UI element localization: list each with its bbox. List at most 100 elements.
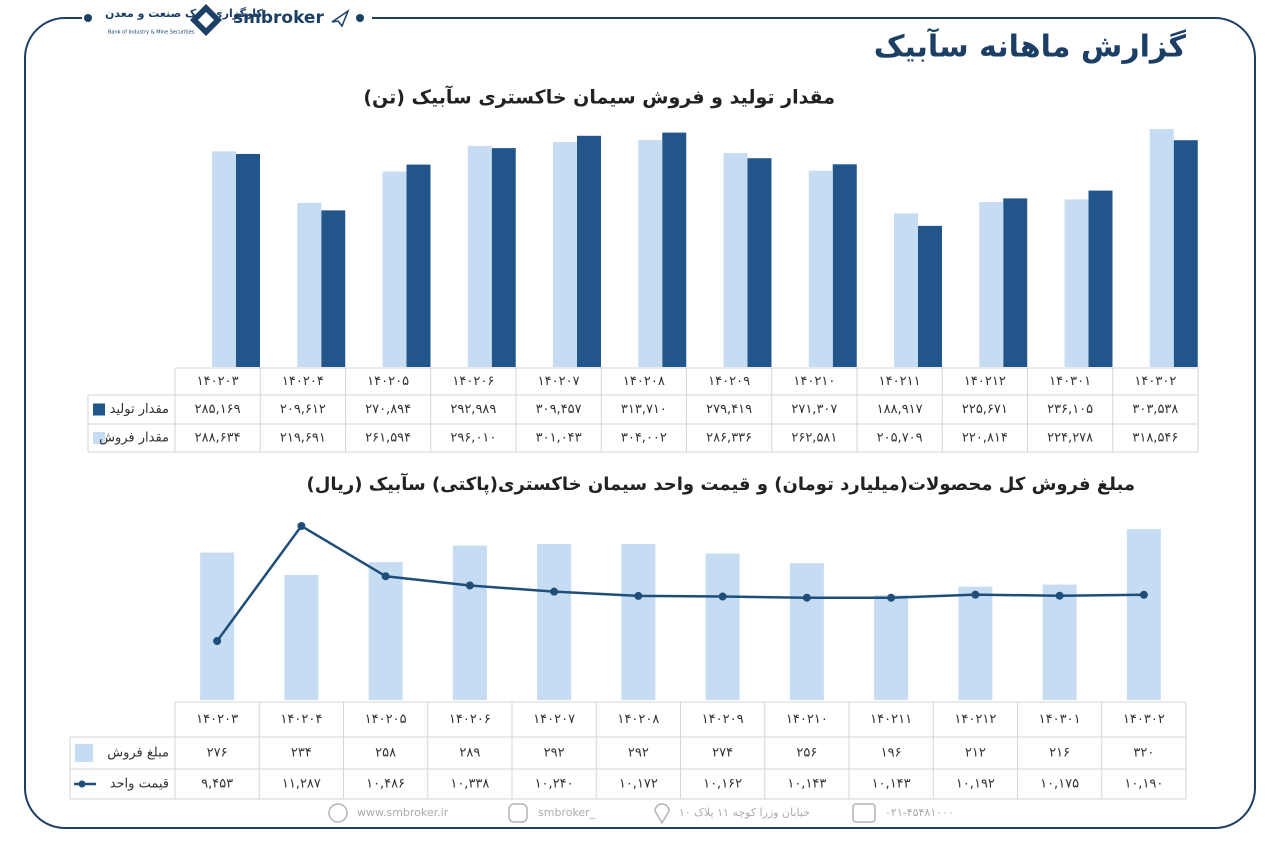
bar <box>1173 140 1198 367</box>
legend-swatch <box>75 744 93 762</box>
bar <box>491 148 516 367</box>
table-value: ۱۱,۲۸۷ <box>282 777 321 792</box>
chart-title: مبلغ فروش کل محصولات(میلیارد تومان) و قی… <box>307 472 1135 495</box>
category-label: ۱۴۰۲۰۶ <box>449 712 491 727</box>
brand: smbroker <box>233 8 324 28</box>
category-label: ۱۴۰۲۰۷ <box>533 712 575 727</box>
table-value: ۲۷۱,۳۰۷ <box>791 402 837 417</box>
category-label: ۱۴۰۳۰۱ <box>1049 374 1091 389</box>
bar <box>705 553 740 700</box>
table-value: ۱۸۸,۹۱۷ <box>877 402 923 417</box>
bar <box>467 145 492 367</box>
bar <box>874 595 909 700</box>
location-icon <box>654 803 670 825</box>
category-label: ۱۴۰۲۰۶ <box>452 374 494 389</box>
category-label: ۱۴۰۲۱۱ <box>870 712 912 727</box>
table-value: ۱۰,۱۴۳ <box>872 777 911 792</box>
category-label: ۱۴۰۲۱۲ <box>954 712 996 727</box>
bar <box>553 142 577 367</box>
table-value: ۲۸۶,۳۳۶ <box>706 431 752 446</box>
bar <box>1003 198 1028 367</box>
bar <box>747 158 772 367</box>
legend-marker <box>78 780 86 788</box>
bar <box>212 151 236 367</box>
category-label: ۱۴۰۳۰۲ <box>1123 712 1165 727</box>
table-value: ۲۹۲ <box>628 746 649 761</box>
table-value: ۱۰,۴۸۶ <box>366 777 405 792</box>
table-value: ۱۰,۱۴۳ <box>787 777 826 792</box>
website: www.smbroker.ir <box>357 806 449 819</box>
legend-label: قیمت واحد <box>110 777 169 792</box>
point <box>971 590 980 599</box>
table-value: ۱۰,۲۴۰ <box>535 777 574 792</box>
line <box>216 524 1144 642</box>
bank-name-en: Bank of Industry & Mine Securities <box>108 30 195 36</box>
frame <box>24 17 1256 829</box>
table-value: ۱۰,۱۷۵ <box>1040 777 1079 792</box>
bar <box>1088 190 1113 367</box>
category-label: ۱۴۰۲۰۳ <box>196 712 238 727</box>
point <box>718 592 727 601</box>
bar <box>406 164 431 367</box>
bar <box>321 210 346 367</box>
table-value: ۹,۴۵۳ <box>201 777 233 792</box>
bar <box>918 225 942 367</box>
table-value: ۲۹۲,۹۸۹ <box>450 402 496 417</box>
point <box>550 587 559 596</box>
bar <box>808 170 833 367</box>
category-label: ۱۴۰۲۰۹ <box>708 374 750 389</box>
table-value: ۳۱۸,۵۴۶ <box>1132 431 1178 446</box>
table-value: ۱۰,۱۹۰ <box>1124 777 1163 792</box>
bank-name: کارگزاری بانک صنعت و معدن <box>105 7 263 20</box>
bar <box>1064 199 1089 367</box>
point <box>465 581 474 590</box>
bank-logo <box>190 4 222 36</box>
table-value: ۲۶۲,۵۸۱ <box>791 431 837 446</box>
category-label: ۱۴۰۳۰۱ <box>1039 712 1081 727</box>
table-value: ۳۰۹,۴۵۷ <box>536 402 582 417</box>
table-value: ۲۷۹,۴۱۹ <box>706 402 752 417</box>
table-value: ۲۹۶,۰۱۰ <box>450 431 496 446</box>
category-label: ۱۴۰۲۰۸ <box>623 374 665 389</box>
instagram: smbroker_ <box>538 806 596 819</box>
table-value: ۳۰۳,۵۳۸ <box>1132 402 1178 417</box>
table-value: ۳۲۰ <box>1133 746 1154 761</box>
address: خیابان وزرا کوچه ۱۱ پلاک ۱۰ <box>679 806 810 819</box>
phone-icon <box>852 803 876 823</box>
legend-label: مقدار فروش <box>99 431 169 446</box>
table-value: ۲۳۶,۱۰۵ <box>1047 402 1093 417</box>
category-label: ۱۴۰۲۰۵ <box>365 712 407 727</box>
table-value: ۱۰,۱۹۲ <box>956 777 995 792</box>
table-value: ۲۳۴ <box>291 746 312 761</box>
table-value: ۲۵۶ <box>796 746 817 761</box>
legend-label: مقدار تولید <box>110 402 169 417</box>
header-dot <box>356 14 364 22</box>
point <box>634 591 643 600</box>
bar <box>368 562 403 700</box>
point <box>381 572 390 581</box>
table-value: ۳۰۱,۰۴۳ <box>536 431 582 446</box>
bar <box>284 574 319 700</box>
category-label: ۱۴۰۲۱۰ <box>786 712 828 727</box>
category-label: ۱۴۰۲۱۰ <box>793 374 835 389</box>
table-value: ۲۸۸,۶۳۴ <box>195 431 241 446</box>
bar <box>236 153 260 367</box>
bar <box>832 164 857 367</box>
legend-swatch <box>93 403 105 416</box>
bar <box>382 171 407 367</box>
bar <box>452 545 487 700</box>
table-value: ۲۱۶ <box>1049 746 1070 761</box>
table-value: ۲۷۴ <box>712 746 733 761</box>
table-value: ۲۱۲ <box>965 746 986 761</box>
table-value: ۲۶۱,۵۹۴ <box>365 431 411 446</box>
category-label: ۱۴۰۲۰۸ <box>617 712 659 727</box>
table-value: ۱۰,۱۷۲ <box>619 777 658 792</box>
brand-icon <box>331 8 350 28</box>
table-value: ۲۸۹ <box>459 746 480 761</box>
table-value: ۱۹۶ <box>881 746 902 761</box>
bar <box>1149 129 1174 367</box>
bar <box>979 202 1004 367</box>
table-value: ۲۸۵,۱۶۹ <box>195 402 241 417</box>
point <box>802 593 811 602</box>
table-value: ۲۲۰,۸۱۴ <box>962 431 1008 446</box>
